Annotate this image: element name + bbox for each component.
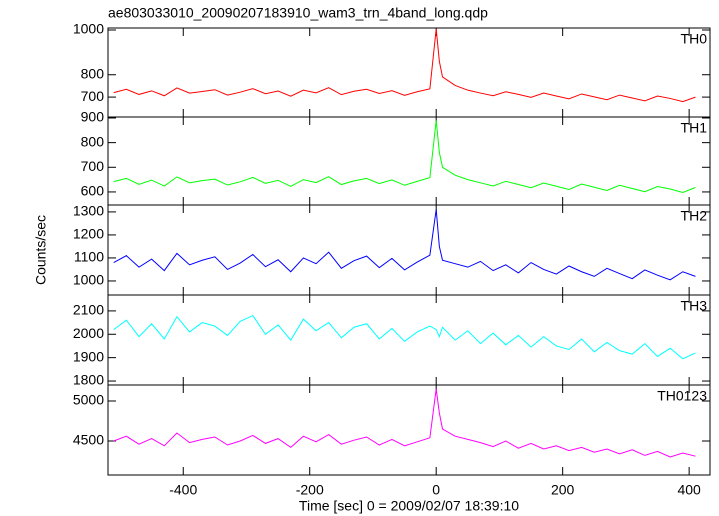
y-tick-label: 1200 (73, 226, 104, 242)
y-tick-label: 2000 (73, 325, 104, 341)
series-label: TH2 (681, 208, 708, 224)
data-line (113, 314, 696, 360)
x-axis-label: Time [sec] 0 = 2009/02/07 18:39:10 (299, 498, 519, 514)
y-tick-label: 4500 (73, 432, 104, 448)
y-tick-label: 1000 (73, 21, 104, 37)
y-tick-label: 1300 (73, 203, 104, 219)
y-tick-label: 800 (81, 65, 105, 81)
x-tick-label: 400 (677, 482, 701, 498)
y-tick-label: 900 (81, 109, 105, 125)
panel-frame (107, 204, 711, 296)
panel-frame (107, 294, 711, 386)
y-tick-label: 1800 (73, 372, 104, 388)
panel-frame (107, 27, 711, 118)
data-line (113, 120, 696, 193)
y-tick-label: 700 (81, 158, 105, 174)
series-label: TH1 (681, 120, 708, 136)
x-tick-label: -400 (169, 482, 197, 498)
series-label: TH0123 (657, 388, 707, 404)
series-label: TH0 (681, 31, 708, 47)
y-tick-label: 1900 (73, 348, 104, 364)
panel-frame (107, 116, 711, 206)
panel-frame (107, 384, 711, 476)
y-tick-label: 600 (81, 183, 105, 199)
data-line (113, 28, 696, 103)
y-tick-label: 1000 (73, 272, 104, 288)
data-line (113, 388, 696, 458)
x-tick-label: -200 (296, 482, 324, 498)
y-axis-label: Counts/sec (33, 215, 49, 285)
data-line (113, 209, 696, 281)
y-tick-label: 5000 (73, 392, 104, 408)
chart-title: ae803033010_20090207183910_wam3_trn_4ban… (108, 5, 488, 21)
series-label: TH3 (681, 298, 708, 314)
y-tick-label: 800 (81, 133, 105, 149)
y-tick-label: 1100 (74, 249, 104, 265)
y-tick-label: 700 (81, 88, 105, 104)
x-tick-label: 200 (551, 482, 575, 498)
x-tick-label: 0 (432, 482, 440, 498)
y-tick-label: 2100 (73, 302, 104, 318)
